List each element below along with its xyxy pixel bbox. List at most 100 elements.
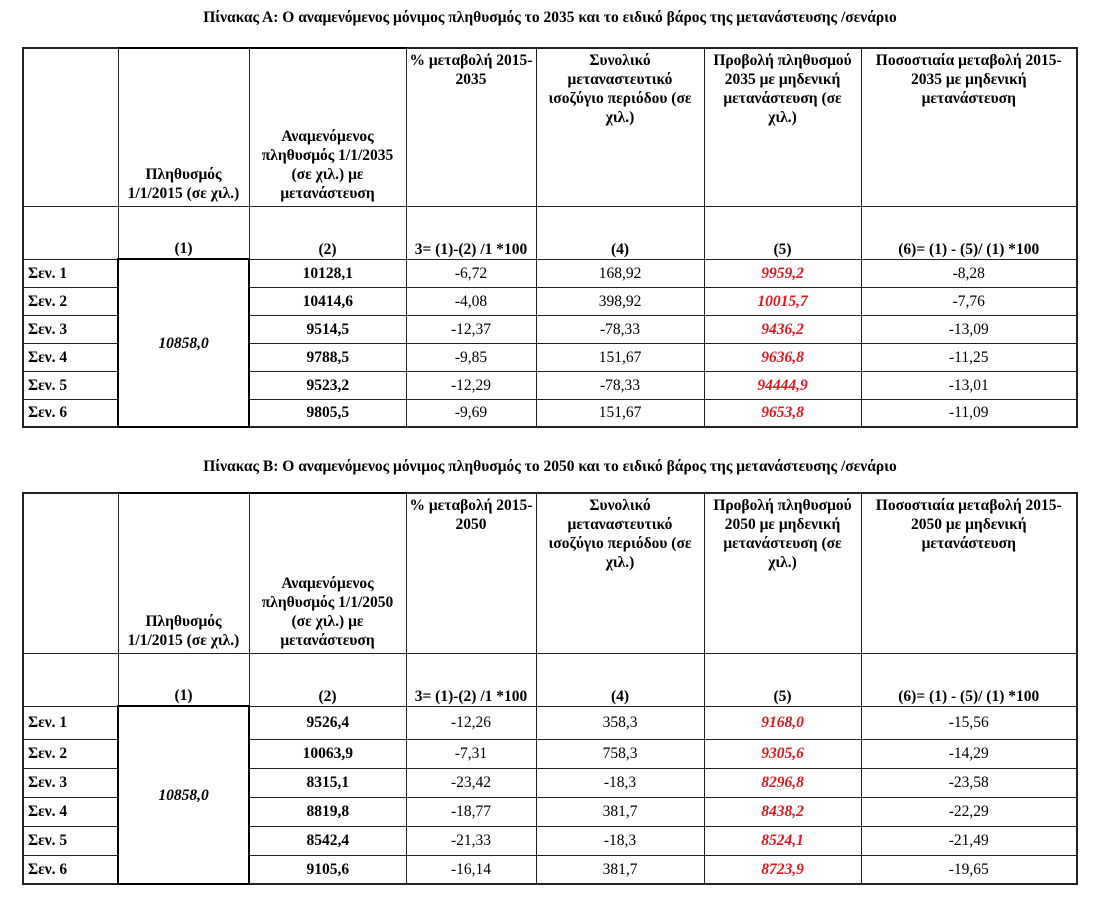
column-header: Αναμενόμενος πληθυσμός 1/1/2050 (σε χιλ.… [248, 492, 407, 654]
table-row: Σεν. 1 10858,0 9526,4 -12,26 358,3 9168,0 -15,… [22, 705, 1078, 885]
migration-balance-cell: 358,3 [535, 705, 705, 740]
column-formula: (1) [117, 652, 250, 707]
expected-population-cell: 9105,6 [248, 854, 407, 885]
expected-population-cell: 9805,5 [248, 398, 407, 428]
zero-migration-percent-change-cell: -23,58 [860, 767, 1078, 798]
scenario-label: Σεν. 3 [22, 767, 119, 798]
zero-migration-projection-cell: 10015,7 [703, 286, 862, 316]
zero-migration-projection-cell: 9653,8 [703, 398, 862, 428]
zero-migration-percent-change-cell: -22,29 [860, 796, 1078, 827]
scenario-label: Σεν. 5 [22, 825, 119, 856]
column-header: Ποσοστιαία μεταβολή 2015-2035 με μηδενικ… [860, 47, 1078, 207]
migration-balance-cell: 758,3 [535, 738, 705, 769]
scenario-label: Σεν. 2 [22, 286, 119, 316]
table-row: Σεν. 3 9514,5 -12,37 -78,33 9436,2 -13,09 [22, 314, 1078, 344]
expected-population-cell: 9523,2 [248, 370, 407, 400]
zero-migration-projection-cell: 9959,2 [703, 258, 862, 288]
percent-change-cell: -6,72 [405, 258, 537, 288]
migration-balance-cell: -18,3 [535, 825, 705, 856]
zero-migration-percent-change-cell: -7,76 [860, 286, 1078, 316]
header-row: Πληθυσμός 1/1/2015 (σε χιλ.) Αναμενόμενος… [22, 47, 1078, 207]
migration-balance-cell: 398,92 [535, 286, 705, 316]
zero-migration-percent-change-cell: -19,65 [860, 854, 1078, 885]
table-row: Σεν. 4 8819,8 -18,77 381,7 8438,2 -22,29 [22, 796, 1078, 827]
column-header: % μεταβολή 2015-2035 [405, 47, 537, 207]
scenario-label: Σεν. 2 [22, 738, 119, 769]
zero-migration-projection-cell: 8438,2 [703, 796, 862, 827]
column-formula [22, 205, 119, 260]
table-a-title: Πίνακας Α: Ο αναμενόμενος μόνιμος πληθυσ… [203, 9, 897, 26]
zero-migration-projection-cell: 8296,8 [703, 767, 862, 798]
zero-migration-projection-cell: 94444,9 [703, 370, 862, 400]
column-header: Προβολή πληθυσμού 2050 με μηδενική μεταν… [703, 492, 862, 654]
table-row: Σεν. 5 9523,2 -12,29 -78,33 94444,9 -13,01 [22, 370, 1078, 400]
scenario-label: Σεν. 5 [22, 370, 119, 400]
column-header: Πληθυσμός 1/1/2015 (σε χιλ.) [117, 47, 250, 207]
table-row: Σεν. 6 9105,6 -16,14 381,7 8723,9 -19,65 [22, 854, 1078, 885]
zero-migration-projection-cell: 8723,9 [703, 854, 862, 885]
column-formula: (6)= (1) - (5)/ (1) *100 [860, 652, 1078, 707]
percent-change-cell: -12,37 [405, 314, 537, 344]
column-formula: (5) [703, 205, 862, 260]
scenario-label: Σεν. 1 [22, 258, 119, 288]
column-header: Συνολικό μεταναστευτικό ισοζύγιο περιόδο… [535, 492, 705, 654]
zero-migration-percent-change-cell: -11,25 [860, 342, 1078, 372]
table-a: Πληθυσμός 1/1/2015 (σε χιλ.) Αναμενόμενος… [22, 47, 1078, 428]
header-row: Πληθυσμός 1/1/2015 (σε χιλ.) Αναμενόμενος… [22, 492, 1078, 654]
base-population-cell: 10858,0 [117, 705, 250, 885]
expected-population-cell: 10414,6 [248, 286, 407, 316]
expected-population-cell: 9788,5 [248, 342, 407, 372]
expected-population-cell: 10128,1 [248, 258, 407, 288]
scenario-label: Σεν. 6 [22, 398, 119, 428]
migration-balance-cell: -18,3 [535, 767, 705, 798]
table-row: Σεν. 6 9805,5 -9,69 151,67 9653,8 -11,09 [22, 398, 1078, 428]
column-header: Ποσοστιαία μεταβολή 2015-2050 με μηδενικ… [860, 492, 1078, 654]
formula-row: (1) (2) 3= (1)-(2) /1 *100 (4) (5) (6)= (1) -… [22, 205, 1078, 260]
migration-balance-cell: 168,92 [535, 258, 705, 288]
column-header: Αναμενόμενος πληθυσμός 1/1/2035 (σε χιλ.… [248, 47, 407, 207]
column-formula: 3= (1)-(2) /1 *100 [405, 205, 537, 260]
percent-change-cell: -16,14 [405, 854, 537, 885]
scenario-label: Σεν. 3 [22, 314, 119, 344]
percent-change-cell: -23,42 [405, 767, 537, 798]
zero-migration-percent-change-cell: -13,01 [860, 370, 1078, 400]
scenario-label: Σεν. 6 [22, 854, 119, 885]
zero-migration-percent-change-cell: -15,56 [860, 705, 1078, 740]
expected-population-cell: 9526,4 [248, 705, 407, 740]
column-formula: (4) [535, 652, 705, 707]
zero-migration-percent-change-cell: -13,09 [860, 314, 1078, 344]
column-header: Πληθυσμός 1/1/2015 (σε χιλ.) [117, 492, 250, 654]
expected-population-cell: 9514,5 [248, 314, 407, 344]
formula-row: (1) (2) 3= (1)-(2) /1 *100 (4) (5) (6)= (1) -… [22, 652, 1078, 707]
zero-migration-percent-change-cell: -14,29 [860, 738, 1078, 769]
percent-change-cell: -12,26 [405, 705, 537, 740]
migration-balance-cell: 151,67 [535, 398, 705, 428]
column-formula: (4) [535, 205, 705, 260]
table-row: Σεν. 2 10414,6 -4,08 398,92 10015,7 -7,76 [22, 286, 1078, 316]
column-header [22, 492, 119, 654]
zero-migration-projection-cell: 9636,8 [703, 342, 862, 372]
zero-migration-percent-change-cell: -8,28 [860, 258, 1078, 288]
column-formula: (6)= (1) - (5)/ (1) *100 [860, 205, 1078, 260]
scenario-label: Σεν. 4 [22, 342, 119, 372]
table-row: Σεν. 5 8542,4 -21,33 -18,3 8524,1 -21,49 [22, 825, 1078, 856]
migration-balance-cell: -78,33 [535, 370, 705, 400]
percent-change-cell: -12,29 [405, 370, 537, 400]
expected-population-cell: 8542,4 [248, 825, 407, 856]
table-row: Σεν. 1 10858,0 10128,1 -6,72 168,92 9959,2 -8,… [22, 258, 1078, 428]
zero-migration-projection-cell: 9168,0 [703, 705, 862, 740]
column-formula [22, 652, 119, 707]
column-formula: (2) [248, 652, 407, 707]
table-b-title: Πίνακας Β: Ο αναμενόμενος μόνιμος πληθυσ… [203, 458, 897, 475]
expected-population-cell: 8315,1 [248, 767, 407, 798]
table-row: Σεν. 4 9788,5 -9,85 151,67 9636,8 -11,25 [22, 342, 1078, 372]
zero-migration-projection-cell: 9436,2 [703, 314, 862, 344]
expected-population-cell: 10063,9 [248, 738, 407, 769]
base-population-cell: 10858,0 [117, 258, 250, 428]
column-formula: (5) [703, 652, 862, 707]
column-formula: (2) [248, 205, 407, 260]
percent-change-cell: -9,85 [405, 342, 537, 372]
table-b: Πληθυσμός 1/1/2015 (σε χιλ.) Αναμενόμενος… [22, 492, 1078, 885]
percent-change-cell: -21,33 [405, 825, 537, 856]
zero-migration-percent-change-cell: -21,49 [860, 825, 1078, 856]
